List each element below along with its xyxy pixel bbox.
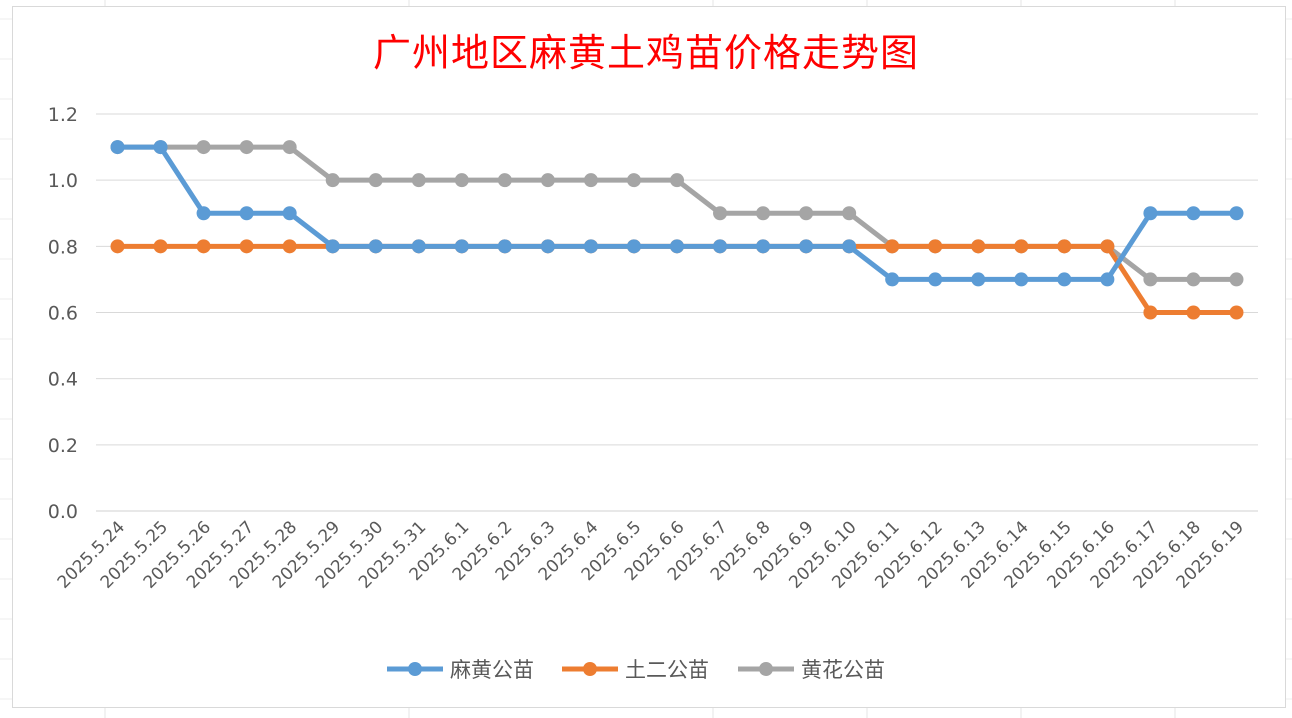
- data-point: [713, 239, 728, 254]
- data-point: [1100, 272, 1115, 287]
- data-point: [971, 239, 986, 254]
- data-point: [196, 140, 211, 155]
- data-point: [454, 173, 469, 188]
- data-point: [540, 173, 555, 188]
- data-point: [1143, 272, 1158, 287]
- legend-item[interactable]: 黄花公苗: [738, 658, 885, 682]
- data-point: [196, 239, 211, 254]
- data-point: [928, 272, 943, 287]
- data-point: [110, 140, 125, 155]
- y-axis-ticks: 0.0 0.2 0.4 0.6 0.8 1.0 1.2: [48, 104, 78, 523]
- data-point: [282, 140, 297, 155]
- y-tick-label: 0.2: [48, 435, 78, 457]
- data-point: [1057, 272, 1072, 287]
- legend-label: 麻黄公苗: [450, 658, 534, 682]
- data-point: [196, 206, 211, 221]
- chart-title: 广州地区麻黄土鸡苗价格走势图: [372, 31, 919, 75]
- x-axis-ticks: 2025.5.242025.5.252025.5.262025.5.272025…: [54, 517, 1248, 592]
- y-tick-label: 1.2: [48, 104, 78, 126]
- data-point: [325, 239, 340, 254]
- data-point: [454, 239, 469, 254]
- data-point: [1186, 206, 1201, 221]
- data-point: [1014, 272, 1029, 287]
- chart-area[interactable]: [12, 6, 1286, 708]
- data-point: [1014, 239, 1029, 254]
- data-point: [670, 239, 684, 254]
- data-point: [1143, 206, 1158, 221]
- data-point: [239, 206, 254, 221]
- data-point: [842, 206, 857, 221]
- legend-item[interactable]: 麻黄公苗: [387, 658, 534, 682]
- data-point: [583, 239, 598, 254]
- data-point: [626, 173, 641, 188]
- data-point: [1229, 272, 1244, 287]
- legend-swatch-marker: [583, 662, 597, 676]
- data-point: [1100, 239, 1115, 254]
- legend-item[interactable]: 土二公苗: [562, 658, 709, 682]
- data-point: [282, 239, 297, 254]
- data-point: [411, 173, 426, 188]
- y-tick-label: 1.0: [48, 170, 78, 192]
- data-point: [756, 206, 771, 221]
- data-point: [497, 239, 512, 254]
- data-point: [971, 272, 986, 287]
- data-point: [239, 239, 254, 254]
- data-point: [713, 206, 728, 221]
- y-tick-label: 0.8: [48, 236, 78, 258]
- data-point: [1057, 239, 1072, 254]
- data-point: [153, 239, 168, 254]
- legend-swatch-marker: [759, 662, 773, 676]
- data-point: [799, 206, 814, 221]
- legend-label: 黄花公苗: [801, 658, 885, 682]
- data-point: [885, 272, 900, 287]
- data-point: [1229, 206, 1244, 221]
- data-point: [110, 239, 125, 254]
- data-point: [411, 239, 426, 254]
- data-point: [368, 173, 383, 188]
- data-point: [583, 173, 598, 188]
- series-lines: [110, 140, 1244, 320]
- y-tick-label: 0.0: [48, 501, 78, 523]
- data-point: [670, 173, 684, 188]
- data-point: [497, 173, 512, 188]
- data-point: [540, 239, 555, 254]
- data-point: [842, 239, 857, 254]
- data-point: [1186, 305, 1201, 320]
- data-point: [1229, 305, 1244, 320]
- data-point: [799, 239, 814, 254]
- legend-swatch-marker: [408, 662, 422, 676]
- data-point: [282, 206, 297, 221]
- data-point: [368, 239, 383, 254]
- data-point: [1186, 272, 1201, 287]
- data-point: [1143, 305, 1158, 320]
- data-point: [626, 239, 641, 254]
- legend-label: 土二公苗: [625, 658, 709, 682]
- data-point: [928, 239, 943, 254]
- series-1: [110, 140, 1244, 287]
- data-point: [885, 239, 900, 254]
- y-tick-label: 0.4: [48, 369, 78, 391]
- y-tick-label: 0.6: [48, 303, 78, 325]
- data-point: [153, 140, 168, 155]
- data-point: [239, 140, 254, 155]
- data-point: [756, 239, 771, 254]
- legend[interactable]: 麻黄公苗 土二公苗 黄花公苗: [387, 658, 885, 682]
- data-point: [325, 173, 340, 188]
